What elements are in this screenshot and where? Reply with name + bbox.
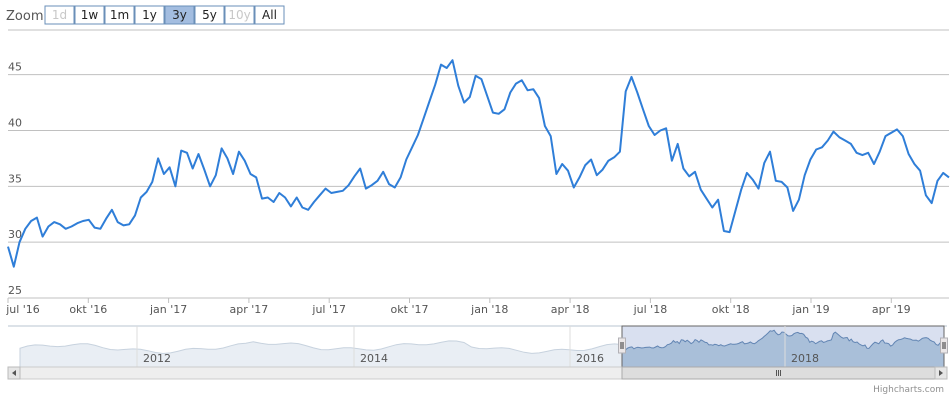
y-tick-label: 35	[8, 172, 22, 185]
navigator-tick-label: 2016	[576, 352, 604, 365]
x-tick-label: jan '19	[791, 303, 829, 316]
scrollbar[interactable]	[7, 366, 948, 380]
x-axis-labels: jul '16 okt '16 jan '17 apr '17 jul '17 okt '…	[5, 298, 911, 316]
zoom-button-1w[interactable]: 1w	[74, 5, 105, 25]
navigator-handle-left[interactable]	[618, 337, 626, 354]
navigator-tick-label: 2014	[360, 352, 388, 365]
zoom-button-1m[interactable]: 1m	[104, 5, 135, 25]
zoom-label: Zoom	[6, 9, 43, 24]
x-tick-label: jul '17	[311, 303, 346, 316]
zoom-button-label: 1m	[110, 8, 129, 22]
zoom-button-3y[interactable]: 3y	[164, 5, 195, 25]
zoom-button-1d: 1d	[44, 5, 75, 25]
credits-link[interactable]: Highcharts.com	[873, 385, 944, 395]
scrollbar-left-button[interactable]	[7, 366, 21, 380]
navigator-handle-right[interactable]	[940, 337, 948, 354]
navigator-tick-label: 2018	[791, 352, 819, 365]
x-tick-label: apr '18	[551, 303, 590, 316]
zoom-button-label: 1y	[142, 8, 157, 22]
x-tick-label: okt '16	[69, 303, 107, 316]
navigator-tick-label: 2012	[143, 352, 171, 365]
range-selector: Zoom 1d 1w 1m 1y 3y 5y 10y All	[6, 5, 285, 25]
y-tick-label: 40	[8, 117, 22, 130]
y-grid	[8, 29, 949, 299]
x-tick-label: okt '18	[712, 303, 750, 316]
zoom-button-label: 1d	[52, 8, 67, 22]
navigator[interactable]: 2012 2014 2016 2018	[8, 325, 948, 368]
zoom-button-label: 10y	[228, 8, 250, 22]
y-axis-labels: 25 30 35 40 45	[8, 61, 22, 297]
x-tick-label: jul '18	[633, 303, 668, 316]
zoom-button-all[interactable]: All	[254, 5, 285, 25]
x-tick-label: apr '17	[230, 303, 269, 316]
zoom-button-5y[interactable]: 5y	[194, 5, 225, 25]
navigator-selected-area	[621, 329, 945, 368]
y-tick-label: 30	[8, 228, 22, 241]
x-tick-label: jan '17	[149, 303, 187, 316]
x-tick-label: okt '17	[391, 303, 429, 316]
zoom-button-label: 3y	[172, 8, 187, 22]
y-tick-label: 45	[8, 61, 22, 74]
zoom-button-label: 1w	[81, 8, 99, 22]
x-tick-label: jan '18	[470, 303, 508, 316]
zoom-button-10y: 10y	[224, 5, 255, 25]
scrollbar-right-button[interactable]	[934, 366, 948, 380]
series-line	[7, 59, 950, 268]
zoom-button-1y[interactable]: 1y	[134, 5, 165, 25]
x-tick-label: apr '19	[872, 303, 911, 316]
zoom-button-label: All	[262, 8, 277, 22]
y-tick-label: 25	[8, 284, 22, 297]
scrollbar-thumb[interactable]	[621, 366, 936, 380]
zoom-button-label: 5y	[202, 8, 217, 22]
navigator-history-area	[19, 340, 623, 368]
x-tick-label: jul '16	[5, 303, 40, 316]
